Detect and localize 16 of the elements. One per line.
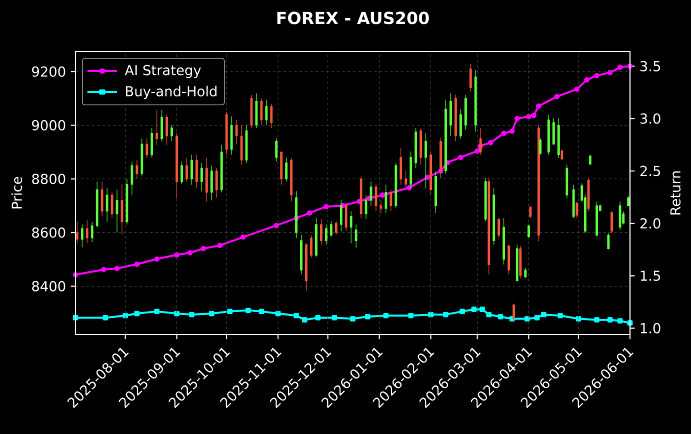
- y2-axis-title: Return: [670, 171, 681, 214]
- y-tick-label: 8600: [32, 227, 66, 238]
- legend-label: Buy-and-Hold: [126, 86, 216, 100]
- y-axis-title: Price: [11, 176, 22, 208]
- chart-title: FOREX - AUS200: [277, 12, 429, 24]
- y2-tick-label: 2.5: [640, 166, 660, 176]
- y2-tick-label: 3.5: [640, 60, 660, 72]
- y2-tick-label: 1.5: [640, 270, 660, 281]
- y-tick-label: 9000: [32, 120, 66, 130]
- y-tick-label: 9200: [32, 66, 66, 77]
- legend-label: AI Strategy: [124, 64, 201, 78]
- y2-tick-label: 2.0: [640, 218, 660, 229]
- y2-tick-label: 3.0: [640, 113, 660, 124]
- y2-tick-label: 1.0: [640, 323, 660, 334]
- y-tick-label: 8400: [32, 281, 66, 292]
- y-tick-label: 8800: [32, 174, 66, 184]
